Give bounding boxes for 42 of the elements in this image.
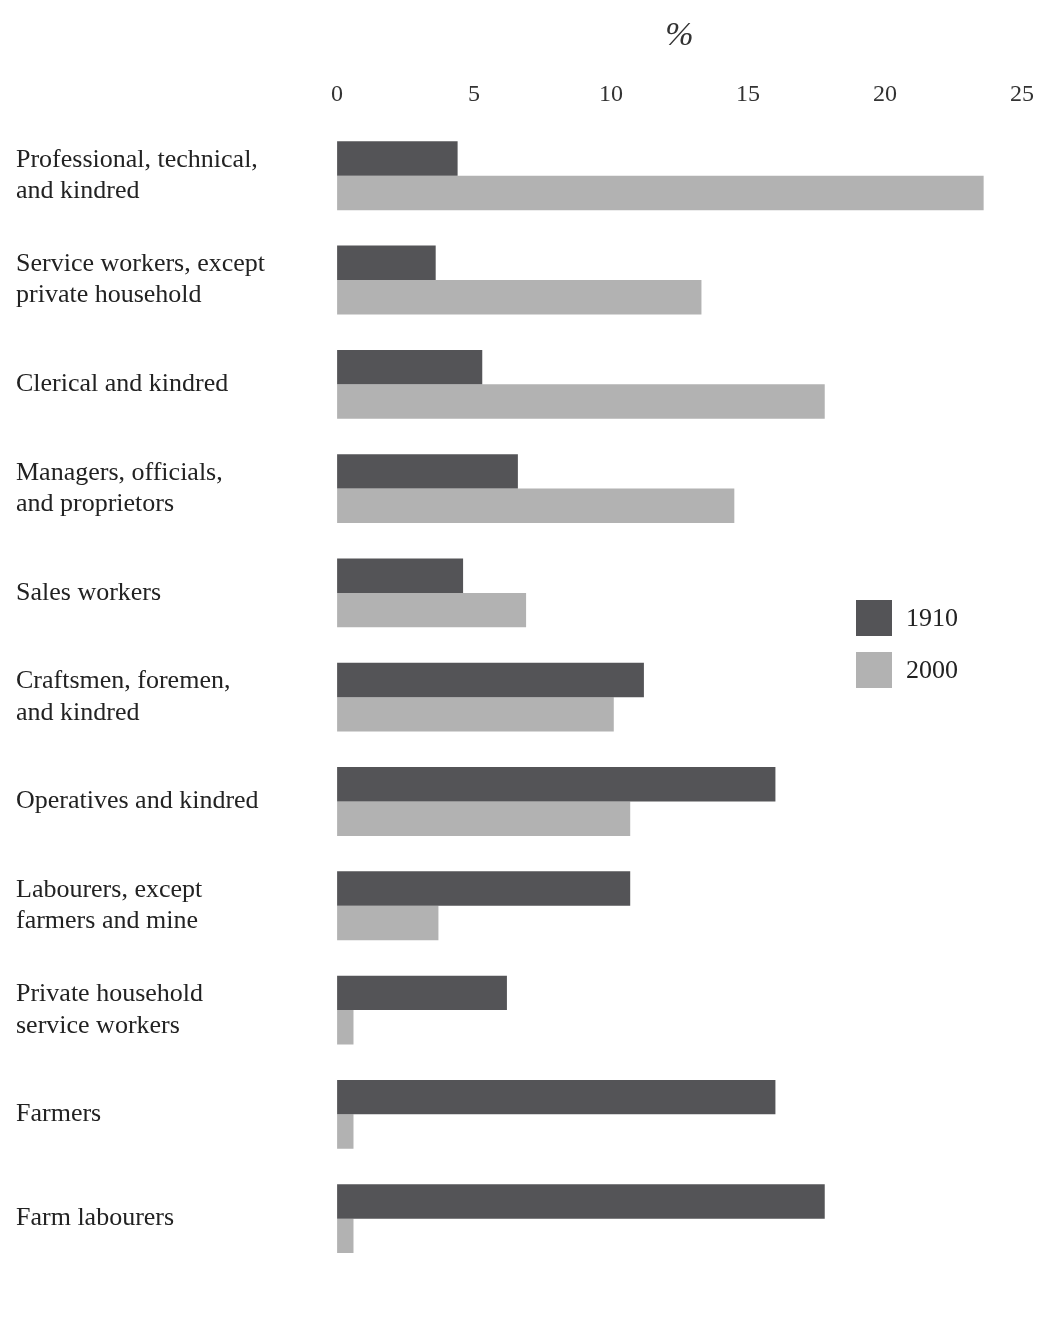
x-tick-label: 5	[468, 80, 481, 107]
bar	[337, 697, 614, 732]
bar	[337, 1218, 354, 1254]
bar	[337, 662, 644, 698]
x-axis-title: %	[665, 15, 694, 53]
y-tick-label: Service workers, except private household	[16, 248, 266, 309]
bar	[337, 871, 631, 906]
y-tick-label: Managers, officials, and proprietors	[16, 456, 223, 518]
x-tick-label: 0	[331, 80, 344, 107]
x-tick-label: 10	[599, 80, 624, 107]
bar	[337, 592, 527, 628]
bar	[337, 1010, 354, 1045]
legend-label: 1910	[906, 603, 958, 633]
y-tick-label: Operatives and kindred	[16, 785, 259, 815]
y-tick-label: Clerical and kindred	[16, 368, 229, 398]
bar	[337, 767, 776, 802]
y-tick-label: Professional, technical, and kindred	[16, 143, 258, 205]
bar	[337, 454, 518, 489]
bar	[337, 1184, 825, 1219]
y-tick-label: Craftsmen, foremen, and kindred	[16, 665, 231, 726]
y-tick-label: Private household service workers	[16, 978, 204, 1039]
y-tick-label: Sales workers	[16, 576, 162, 606]
bar	[337, 141, 458, 176]
y-tick-label: Farm labourers	[16, 1202, 175, 1232]
bar	[337, 1114, 354, 1149]
bar	[337, 1079, 776, 1115]
legend-label: 2000	[906, 655, 958, 685]
y-tick-label: Farmers	[16, 1098, 102, 1128]
bar	[337, 349, 483, 385]
y-tick-label: Labourers, except farmers and mine	[16, 874, 204, 935]
bar	[337, 280, 702, 315]
bar	[337, 245, 436, 281]
bar	[337, 975, 507, 1011]
bar	[337, 905, 439, 941]
bar	[337, 175, 984, 211]
x-tick-label: 15	[736, 80, 761, 107]
bar	[337, 801, 631, 836]
bar	[337, 558, 464, 593]
x-tick-label: 25	[1010, 80, 1034, 107]
bar	[337, 384, 825, 419]
x-tick-label: 20	[873, 80, 898, 107]
bar	[337, 488, 735, 524]
